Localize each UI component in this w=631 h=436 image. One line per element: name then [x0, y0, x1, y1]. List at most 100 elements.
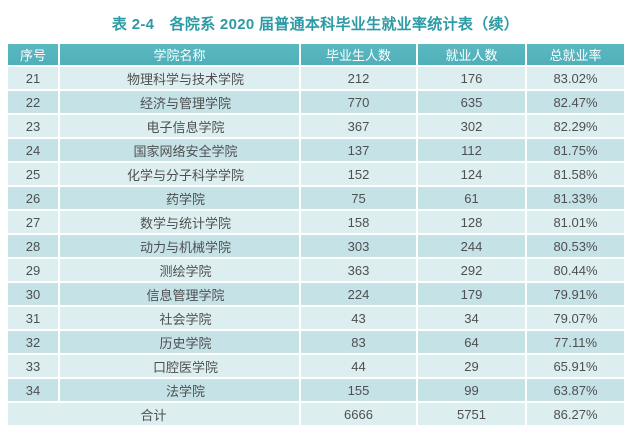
rate-cell: 82.47% [527, 91, 624, 113]
rate-cell: 77.11% [527, 331, 624, 353]
graduates-cell: 83 [301, 331, 416, 353]
employed-cell: 34 [418, 307, 525, 329]
employed-cell: 292 [418, 259, 525, 281]
employed-cell: 61 [418, 187, 525, 209]
table-body: 21 物理科学与技术学院 212 176 83.02% 22 经济与管理学院 7… [8, 67, 624, 425]
table-row: 22 经济与管理学院 770 635 82.47% [8, 91, 624, 113]
employed-cell: 64 [418, 331, 525, 353]
row-number-cell: 32 [8, 331, 58, 353]
graduates-cell: 155 [301, 379, 416, 401]
row-number-cell: 27 [8, 211, 58, 233]
rate-cell: 79.07% [527, 307, 624, 329]
rate-cell: 82.29% [527, 115, 624, 137]
row-number-cell: 31 [8, 307, 58, 329]
row-number-cell: 22 [8, 91, 58, 113]
column-header-college: 学院名称 [60, 44, 299, 65]
row-number-cell: 34 [8, 379, 58, 401]
college-name-cell: 经济与管理学院 [60, 91, 299, 113]
rate-cell: 81.01% [527, 211, 624, 233]
employed-cell: 29 [418, 355, 525, 377]
table-container: 序号 学院名称 毕业生人数 就业人数 总就业率 21 物理科学与技术学院 212… [6, 42, 626, 427]
graduates-cell: 367 [301, 115, 416, 137]
rate-cell: 80.53% [527, 235, 624, 257]
row-number-cell: 23 [8, 115, 58, 137]
college-name-cell: 药学院 [60, 187, 299, 209]
graduates-cell: 43 [301, 307, 416, 329]
row-number-cell: 25 [8, 163, 58, 185]
row-number-cell: 26 [8, 187, 58, 209]
column-header-rate: 总就业率 [527, 44, 624, 65]
employed-cell: 128 [418, 211, 525, 233]
graduates-cell: 770 [301, 91, 416, 113]
college-name-cell: 动力与机械学院 [60, 235, 299, 257]
rate-cell: 83.02% [527, 67, 624, 89]
graduates-cell: 363 [301, 259, 416, 281]
rate-cell: 79.91% [527, 283, 624, 305]
total-graduates-cell: 6666 [301, 403, 416, 425]
table-row: 32 历史学院 83 64 77.11% [8, 331, 624, 353]
table-header: 序号 学院名称 毕业生人数 就业人数 总就业率 [8, 44, 624, 65]
college-name-cell: 法学院 [60, 379, 299, 401]
table-row: 29 测绘学院 363 292 80.44% [8, 259, 624, 281]
employed-cell: 302 [418, 115, 525, 137]
row-number-cell: 28 [8, 235, 58, 257]
table-row: 33 口腔医学院 44 29 65.91% [8, 355, 624, 377]
table-row: 23 电子信息学院 367 302 82.29% [8, 115, 624, 137]
total-rate-cell: 86.27% [527, 403, 624, 425]
employed-cell: 99 [418, 379, 525, 401]
table-row: 24 国家网络安全学院 137 112 81.75% [8, 139, 624, 161]
rate-cell: 65.91% [527, 355, 624, 377]
graduates-cell: 152 [301, 163, 416, 185]
graduates-cell: 212 [301, 67, 416, 89]
row-number-cell: 29 [8, 259, 58, 281]
college-name-cell: 数学与统计学院 [60, 211, 299, 233]
college-name-cell: 化学与分子科学学院 [60, 163, 299, 185]
rate-cell: 81.58% [527, 163, 624, 185]
employment-rate-table: 序号 学院名称 毕业生人数 就业人数 总就业率 21 物理科学与技术学院 212… [6, 42, 626, 427]
employed-cell: 179 [418, 283, 525, 305]
employed-cell: 124 [418, 163, 525, 185]
college-name-cell: 信息管理学院 [60, 283, 299, 305]
rate-cell: 81.75% [527, 139, 624, 161]
table-title: 表 2-4 各院系 2020 届普通本科毕业生就业率统计表（续） [111, 16, 520, 33]
college-name-cell: 口腔医学院 [60, 355, 299, 377]
graduates-cell: 44 [301, 355, 416, 377]
table-row: 25 化学与分子科学学院 152 124 81.58% [8, 163, 624, 185]
college-name-cell: 历史学院 [60, 331, 299, 353]
rate-cell: 63.87% [527, 379, 624, 401]
graduates-cell: 75 [301, 187, 416, 209]
row-number-cell: 33 [8, 355, 58, 377]
column-header-no: 序号 [8, 44, 58, 65]
table-row: 26 药学院 75 61 81.33% [8, 187, 624, 209]
row-number-cell: 21 [8, 67, 58, 89]
total-employed-cell: 5751 [418, 403, 525, 425]
row-number-cell: 30 [8, 283, 58, 305]
rate-cell: 80.44% [527, 259, 624, 281]
column-header-graduates: 毕业生人数 [301, 44, 416, 65]
table-row: 27 数学与统计学院 158 128 81.01% [8, 211, 624, 233]
employed-cell: 244 [418, 235, 525, 257]
table-row: 21 物理科学与技术学院 212 176 83.02% [8, 67, 624, 89]
table-row: 28 动力与机械学院 303 244 80.53% [8, 235, 624, 257]
header-row: 序号 学院名称 毕业生人数 就业人数 总就业率 [8, 44, 624, 65]
column-header-employed: 就业人数 [418, 44, 525, 65]
college-name-cell: 物理科学与技术学院 [60, 67, 299, 89]
total-row: 合计 6666 5751 86.27% [8, 403, 624, 425]
table-row: 30 信息管理学院 224 179 79.91% [8, 283, 624, 305]
employed-cell: 112 [418, 139, 525, 161]
row-number-cell: 24 [8, 139, 58, 161]
employed-cell: 635 [418, 91, 525, 113]
rate-cell: 81.33% [527, 187, 624, 209]
total-label-cell: 合计 [8, 403, 299, 425]
graduates-cell: 137 [301, 139, 416, 161]
college-name-cell: 社会学院 [60, 307, 299, 329]
graduates-cell: 303 [301, 235, 416, 257]
college-name-cell: 电子信息学院 [60, 115, 299, 137]
graduates-cell: 224 [301, 283, 416, 305]
college-name-cell: 国家网络安全学院 [60, 139, 299, 161]
table-row: 31 社会学院 43 34 79.07% [8, 307, 624, 329]
college-name-cell: 测绘学院 [60, 259, 299, 281]
table-row: 34 法学院 155 99 63.87% [8, 379, 624, 401]
employed-cell: 176 [418, 67, 525, 89]
